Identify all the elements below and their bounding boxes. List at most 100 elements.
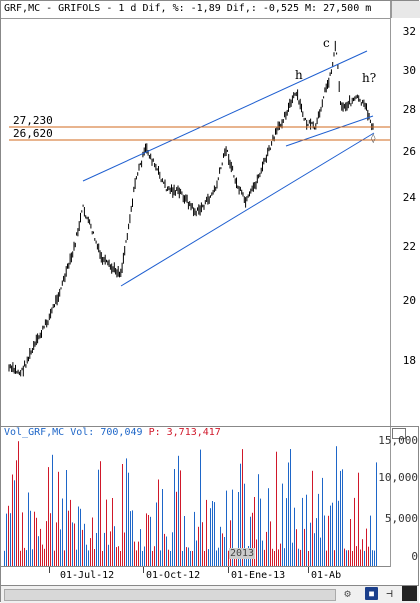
pin-icon[interactable]: ⊣ [386,587,393,600]
volume-bar [242,449,243,566]
volume-bar [282,483,283,566]
volume-bar [262,540,263,566]
volume-bar [240,463,241,566]
volume-bar [286,498,287,566]
price-bars [8,40,374,377]
volume-bar [20,550,21,566]
volume-bar [270,521,271,566]
panel-corner-button[interactable] [402,586,417,601]
volume-bar [132,510,133,566]
price-tick-label: 22 [402,240,416,253]
volume-bar [198,526,199,566]
volume-bar [166,536,167,566]
volume-bar [86,544,87,566]
price-axis: 32 30 28 26 24 22 20 18 [390,18,420,426]
volume-bar [184,516,185,566]
volume-bar [302,497,303,566]
volume-bar [334,550,335,566]
volume-bar [192,551,193,566]
volume-bar [164,533,165,566]
volume-bar [6,513,7,566]
price-tick-label: 20 [402,294,416,307]
volume-bar [314,533,315,566]
volume-bar [72,522,73,566]
volume-bar [266,531,267,566]
pane-toggle-icon[interactable] [392,428,406,439]
volume-bar [114,526,115,566]
volume-bar [154,546,155,566]
volume-bar [110,531,111,566]
volume-bar [40,528,41,566]
volume-tick-label: 5,000 [384,512,418,525]
annotation-h2: h? [362,71,376,85]
volume-bar [138,541,139,566]
volume-bar [168,549,169,566]
volume-bar [76,549,77,566]
volume-bar [100,461,101,566]
volume-chart[interactable] [1,438,390,566]
volume-bar [128,472,129,566]
volume-bar [84,523,85,566]
level-label-lower: 26,620 [13,127,53,140]
price-tick-label: 24 [402,191,416,204]
volume-bar [358,472,359,566]
time-axis: 01-Jul-12 01-Oct-12 01-Ene-13 01-Ab [1,566,390,586]
volume-bar [112,498,113,566]
volume-bar [318,493,319,566]
volume-bar [356,546,357,566]
volume-bar [170,551,171,566]
volume-bar [326,550,327,566]
time-tick-label: 01-Ab [311,570,342,581]
volume-bar [48,467,49,566]
volume-bar [22,512,23,566]
volume-bar [272,548,273,566]
volume-bar [284,548,285,566]
panel-button[interactable] [391,1,420,18]
volume-bar [274,551,275,566]
horizontal-scrollbar[interactable] [4,589,336,601]
volume-bar [96,533,97,566]
volume-bar [18,441,19,566]
volume-bar [368,546,369,566]
volume-tick-label: 0 [411,550,418,563]
save-icon[interactable]: ■ [365,587,378,600]
volume-bar [224,537,225,566]
volume-bar [186,547,187,566]
volume-bar [214,502,215,566]
volume-bar [64,550,65,566]
volume-vol-value: 700,049 [100,427,143,438]
volume-bar [46,521,47,566]
volume-bar [180,470,181,566]
volume-bar [146,513,147,566]
volume-bar [280,543,281,566]
volume-bar [330,505,331,566]
volume-bar [196,540,197,566]
volume-bar [254,497,255,566]
volume-bar [106,499,107,566]
volume-bar [332,502,333,566]
volume-bar [144,546,145,566]
volume-bar [222,533,223,566]
volume-bar [372,550,373,566]
volume-bar [126,458,127,566]
volume-bar [230,520,231,566]
volume-bar [70,499,71,566]
volume-bar [50,513,51,566]
volume-bar [30,510,31,566]
volume-bar [188,547,189,566]
volume-bar [26,550,27,566]
volume-bar [82,529,83,566]
volume-bar [190,551,191,566]
volume-bar [90,538,91,566]
volume-bar [312,470,313,566]
price-chart[interactable]: 27,230 26,620 c h h? ◊ [1,18,390,426]
volume-bar [44,548,45,566]
volume-bar [130,511,131,566]
volume-header: Vol_GRF,MC Vol: 700,049 P: 3,713,417 [4,427,221,438]
volume-tick-label: 15,000 [378,434,418,447]
volume-bar [226,490,227,566]
volume-bar [360,549,361,566]
current-price-marker: ◊ [371,133,376,144]
settings-icon[interactable]: ⚙ [344,587,351,600]
volume-bar [56,522,57,566]
